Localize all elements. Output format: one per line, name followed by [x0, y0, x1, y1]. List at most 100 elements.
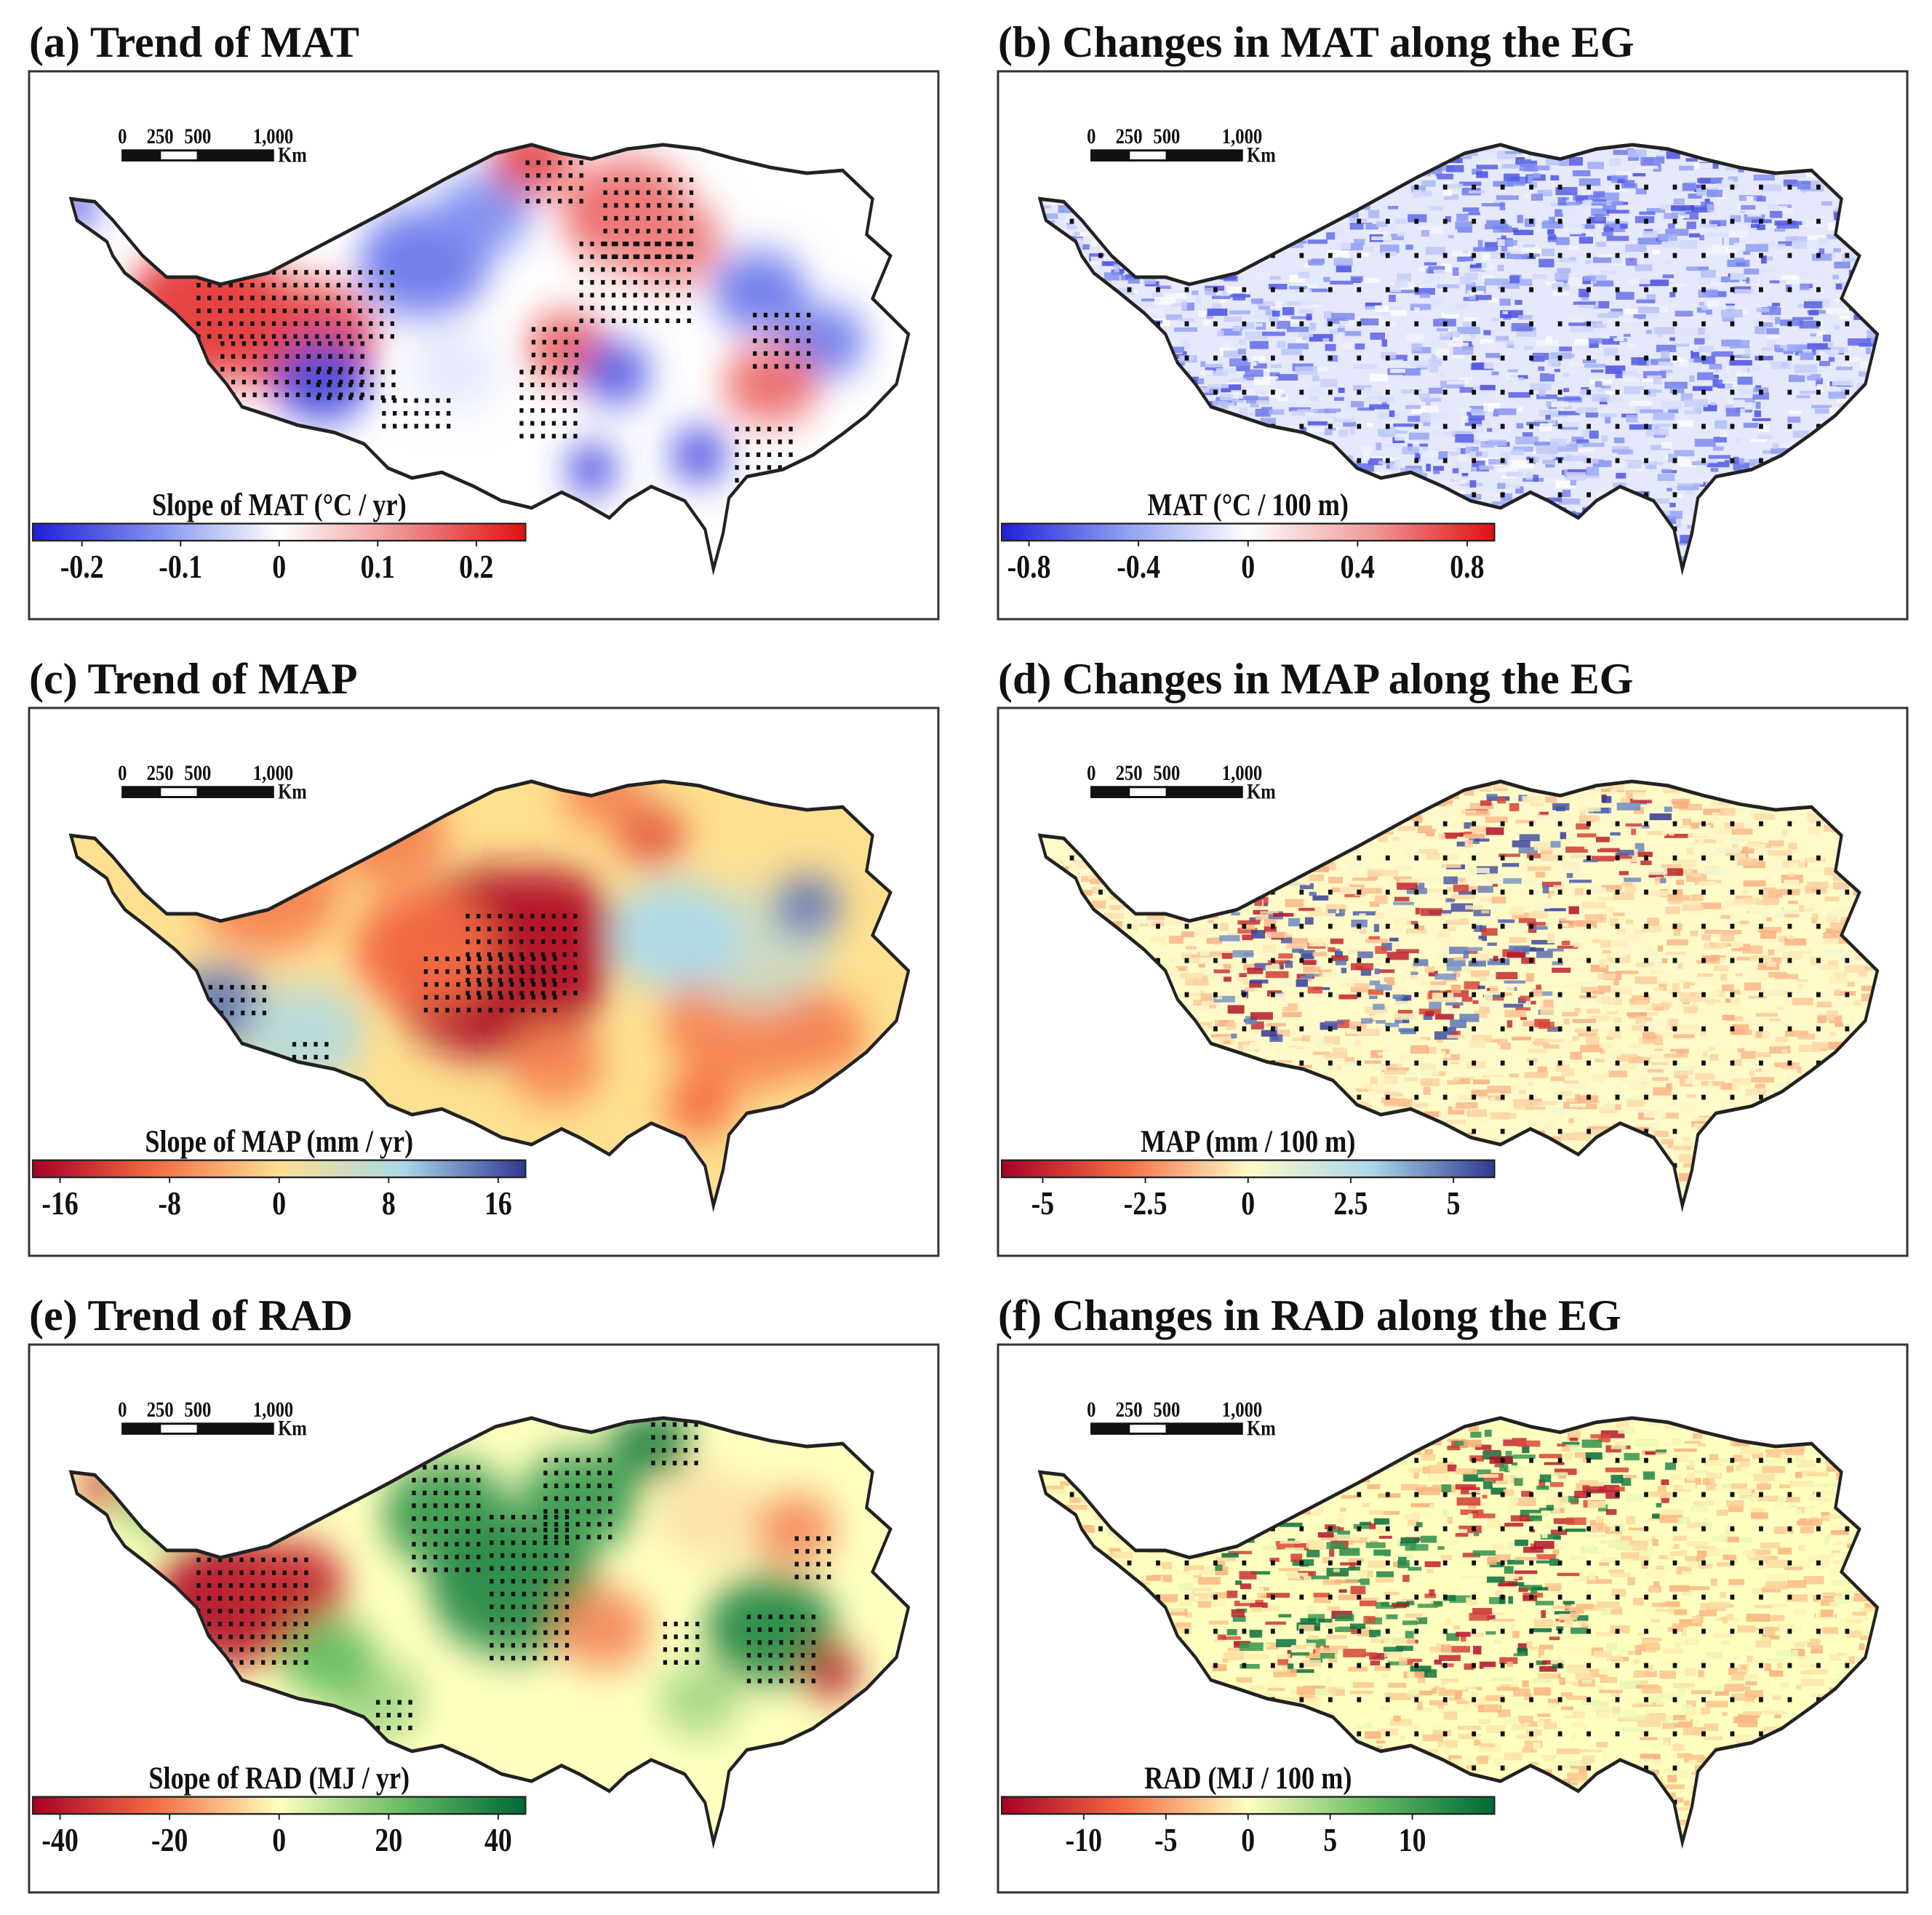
colorbar-ramp-f	[1000, 1796, 1496, 1815]
colorbar-a: Slope of MAT (°C / yr) -0.2 -0.1 0 0.1 0.2	[31, 487, 527, 585]
scalebar-label-1: 250	[147, 1398, 174, 1421]
significance-dots-c	[208, 913, 578, 1072]
scalebar-label-2: 500	[184, 124, 211, 148]
colorbar-title-f: RAD (MJ / 100 m)	[1144, 1761, 1352, 1796]
colorbar-title-e: Slope of RAD (MJ / yr)	[148, 1761, 410, 1796]
scalebar-label-1: 250	[147, 761, 174, 784]
scalebar-label-2: 500	[1153, 761, 1180, 784]
colorbar-tick-f-3: 5	[1323, 1822, 1337, 1858]
plateau-outline-a	[68, 143, 911, 576]
scalebar-segment-1	[159, 786, 199, 798]
scalebar-label-2: 500	[184, 761, 211, 784]
colorbar-tick-a-1: -0.1	[159, 549, 202, 585]
scalebar-label-1: 250	[147, 124, 174, 148]
scalebar-segment-2	[196, 1422, 274, 1435]
scalebar-segment-1	[159, 1422, 199, 1435]
scalebar-segment-0	[1090, 786, 1130, 798]
colorbar-tick-e-0: -40	[41, 1822, 78, 1858]
colorbar-tick-c-4: 16	[484, 1185, 512, 1222]
panel-title-e: (e) Trend of RAD	[29, 1291, 353, 1339]
scalebar-segment-2	[1165, 149, 1243, 162]
significance-dots-a	[196, 160, 811, 483]
colorbar-tick-c-0: -16	[41, 1185, 78, 1222]
colorbar-f: RAD (MJ / 100 m) -10 -5 0 5 10	[1000, 1761, 1496, 1858]
colorbar-tick-d-0: -5	[1031, 1185, 1055, 1222]
scalebar-segment-2	[1165, 1422, 1243, 1435]
scalebar-label-3: 1,000	[253, 761, 293, 784]
scalebar-label-0: 0	[1087, 761, 1095, 784]
scalebar-label-0: 0	[1087, 124, 1095, 148]
scalebar-unit: Km	[278, 143, 307, 166]
colorbar-tick-e-1: -20	[151, 1822, 188, 1858]
scalebar-segment-2	[196, 149, 274, 162]
colorbar-tick-b-3: 0.4	[1341, 549, 1375, 585]
colorbar-ramp-e	[31, 1796, 527, 1815]
plateau-outline-b	[1037, 143, 1880, 576]
scalebar-unit: Km	[1247, 1416, 1276, 1439]
scalebar-label-1: 250	[1116, 761, 1143, 784]
plateau-outline-d	[1037, 779, 1880, 1213]
colorbar-tick-f-1: -5	[1154, 1822, 1178, 1858]
scalebar-label-2: 500	[184, 1398, 211, 1421]
panel-title-f: (f) Changes in RAD along the EG	[998, 1291, 1621, 1339]
scalebar-label-0: 0	[118, 1398, 127, 1421]
colorbar-tick-a-0: -0.2	[60, 549, 104, 585]
colorbar-tick-c-1: -8	[158, 1185, 181, 1222]
colorbar-title-c: Slope of MAP (mm / yr)	[145, 1124, 413, 1159]
panel-title-a: (a) Trend of MAT	[29, 18, 359, 66]
colorbar-tick-e-2: 0	[272, 1822, 286, 1858]
panel-title-b: (b) Changes in MAT along the EG	[998, 18, 1634, 66]
colorbar-tick-a-4: 0.2	[459, 549, 493, 585]
colorbar-tick-a-2: 0	[272, 549, 286, 585]
scalebar-segment-0	[121, 149, 161, 162]
colorbar-tick-d-1: -2.5	[1124, 1185, 1167, 1222]
colorbar-tick-f-2: 0	[1241, 1822, 1255, 1858]
panel-title-d: (d) Changes in MAP along the EG	[998, 655, 1633, 703]
colorbar-c: Slope of MAP (mm / yr) -16 -8 0 8 16	[31, 1124, 527, 1222]
scalebar-label-2: 500	[1153, 124, 1180, 148]
colorbar-tick-d-3: 2.5	[1333, 1185, 1368, 1222]
colorbar-tick-c-3: 8	[382, 1185, 396, 1222]
colorbar-tick-f-0: -10	[1066, 1822, 1102, 1858]
scalebar-segment-1	[1127, 149, 1168, 162]
scalebar-segment-2	[1165, 786, 1243, 798]
scalebar-unit: Km	[278, 779, 307, 803]
scalebar-segment-0	[1090, 149, 1130, 162]
colorbar-tick-d-2: 0	[1241, 1185, 1255, 1222]
colorbar-d: MAP (mm / 100 m) -5 -2.5 0 2.5 5	[1000, 1124, 1496, 1222]
scalebar-label-3: 1,000	[1222, 761, 1262, 784]
scalebar-segment-1	[1127, 786, 1168, 798]
colorbar-tick-d-4: 5	[1447, 1185, 1461, 1222]
scalebar-label-1: 250	[1116, 124, 1143, 148]
scalebar-label-0: 0	[118, 124, 127, 148]
colorbar-b: MAT (°C / 100 m) -0.8 -0.4 0 0.4 0.8	[1000, 487, 1496, 585]
scalebar-unit: Km	[1247, 779, 1276, 803]
colorbar-tick-b-4: 0.8	[1450, 549, 1484, 585]
scalebar-label-3: 1,000	[1222, 1398, 1262, 1421]
significance-dots-e	[196, 1422, 831, 1731]
scalebar-segment-0	[1090, 1422, 1130, 1435]
scalebar-segment-0	[121, 786, 161, 798]
scalebar-label-0: 0	[1087, 1398, 1095, 1421]
colorbar-tick-b-1: -0.4	[1117, 549, 1160, 585]
panel-title-c: (c) Trend of MAP	[29, 655, 358, 703]
scalebar-label-2: 500	[1153, 1398, 1180, 1421]
colorbar-title-b: MAT (°C / 100 m)	[1148, 487, 1349, 522]
colorbar-ramp-c	[31, 1159, 527, 1179]
colorbar-ramp-a	[31, 522, 527, 542]
colorbar-tick-b-2: 0	[1241, 549, 1255, 585]
scalebar-label-3: 1,000	[253, 124, 293, 148]
colorbar-title-a: Slope of MAT (°C / yr)	[152, 487, 407, 522]
colorbar-e: Slope of RAD (MJ / yr) -40 -20 0 20 40	[31, 1761, 527, 1858]
colorbar-tick-e-4: 40	[484, 1822, 512, 1858]
